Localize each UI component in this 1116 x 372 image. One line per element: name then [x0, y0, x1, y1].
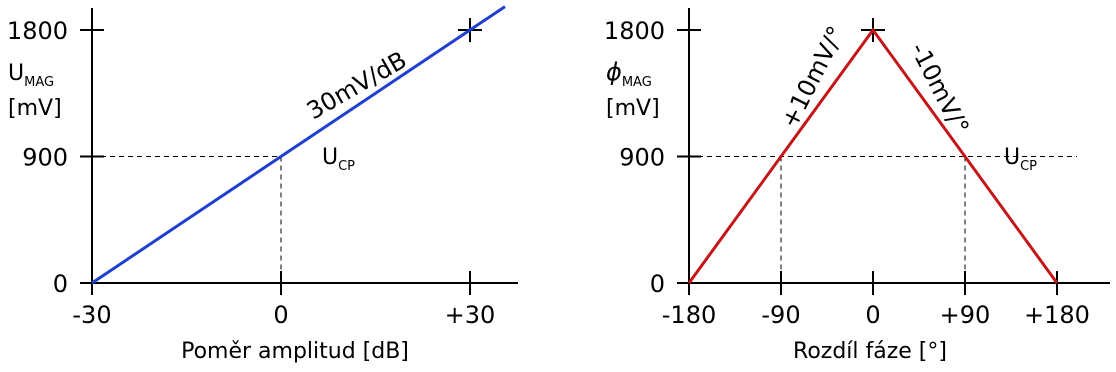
left-series	[91, 5, 506, 285]
right-y-axis-title: ϕMAG	[606, 58, 652, 90]
x-tick-label: +30	[445, 301, 496, 329]
y-tick-label: 900	[619, 144, 665, 172]
left-reference-lines	[92, 156, 282, 283]
right-x-axis-title: Rozdíl fáze [°]	[793, 339, 947, 364]
right-series	[687, 27, 1059, 284]
series-line	[687, 27, 1059, 284]
right-reference-lines	[689, 156, 1077, 283]
right-tick-labels: -180 -90 0 +90 +180 0 900 1800	[604, 17, 1090, 329]
x-tick-label: -30	[72, 301, 111, 329]
y-tick-label: 0	[650, 270, 665, 298]
left-y-axis-title: UMAG	[8, 61, 54, 90]
left-x-axis-title: Poměr amplitud [dB]	[181, 339, 409, 364]
y-tick-label: 1800	[7, 17, 68, 45]
left-y-axis-unit: [mV]	[8, 96, 62, 121]
x-tick-label: -90	[761, 301, 800, 329]
x-tick-label: -180	[662, 301, 716, 329]
y-tick-label: 1800	[604, 17, 665, 45]
right-y-axis-unit: [mV]	[606, 96, 660, 121]
right-point-label: UCP	[1004, 145, 1037, 174]
x-tick-label: +180	[1024, 301, 1090, 329]
y-tick-label: 900	[22, 144, 68, 172]
series-line	[91, 5, 506, 285]
y-tick-label: 0	[53, 270, 68, 298]
left-point-label: UCP	[322, 145, 355, 174]
x-tick-label: 0	[865, 301, 880, 329]
left-slope-label: 30mV/dB	[302, 46, 411, 125]
x-tick-label: 0	[273, 301, 288, 329]
x-tick-label: +90	[940, 301, 991, 329]
